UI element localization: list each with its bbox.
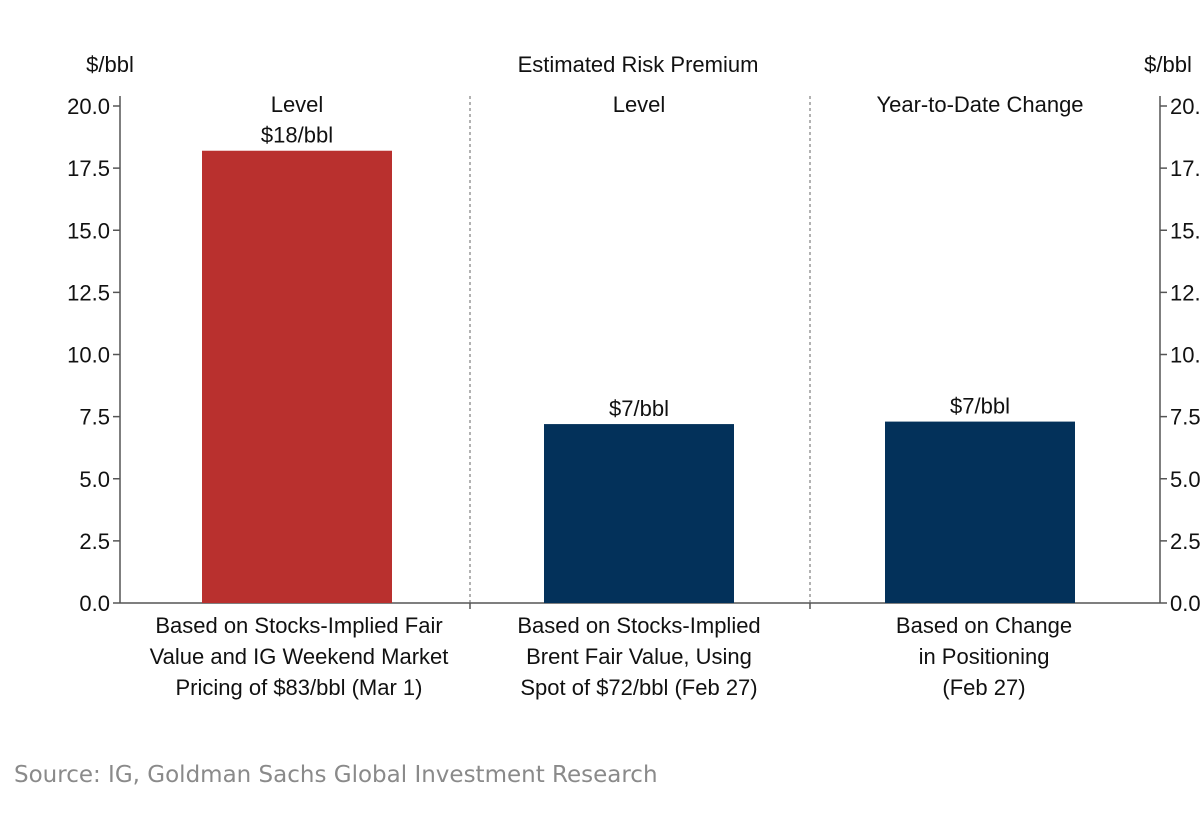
panel-header: Level [271,92,324,117]
right-tick-label: 2.5 [1170,529,1200,554]
data-label: $7/bbl [950,394,1010,419]
right-tick-label: 0.0 [1170,591,1200,616]
bar [202,150,392,604]
category-label: (Feb 27) [942,675,1025,700]
left-tick-label: 20.0 [67,94,110,119]
right-axis-unit: $/bbl [1144,52,1192,77]
right-tick-label: 15.0 [1170,218,1200,243]
right-tick-label: 10.0 [1170,343,1200,368]
left-axis-unit: $/bbl [86,52,134,77]
data-label: $7/bbl [609,396,669,421]
panel-header: Level [613,92,666,117]
left-tick-label: 0.0 [79,591,110,616]
category-label: Value and IG Weekend Market [150,644,449,669]
bar [885,421,1075,603]
right-tick-label: 5.0 [1170,467,1200,492]
category-label: Based on Stocks-Implied [517,613,760,638]
chart-title: Estimated Risk Premium [518,52,759,77]
right-tick-label: 12.5 [1170,280,1200,305]
left-tick-label: 17.5 [67,156,110,181]
left-tick-label: 15.0 [67,218,110,243]
source-note: Source: IG, Goldman Sachs Global Investm… [14,762,658,788]
category-label: Spot of $72/bbl (Feb 27) [520,675,757,700]
category-label: Brent Fair Value, Using [526,644,752,669]
category-label: Pricing of $83/bbl (Mar 1) [176,675,423,700]
left-tick-label: 12.5 [67,280,110,305]
right-tick-label: 7.5 [1170,405,1200,430]
category-label: in Positioning [919,644,1050,669]
left-tick-label: 10.0 [67,343,110,368]
category-label: Based on Change [896,613,1072,638]
panel-header: Year-to-Date Change [876,92,1083,117]
category-label: Based on Stocks-Implied Fair [155,613,442,638]
right-tick-label: 20.0 [1170,94,1200,119]
left-tick-label: 7.5 [79,405,110,430]
left-tick-label: 2.5 [79,529,110,554]
right-tick-label: 17.5 [1170,156,1200,181]
left-tick-label: 5.0 [79,467,110,492]
bar [544,424,734,603]
data-label: $18/bbl [261,123,333,148]
